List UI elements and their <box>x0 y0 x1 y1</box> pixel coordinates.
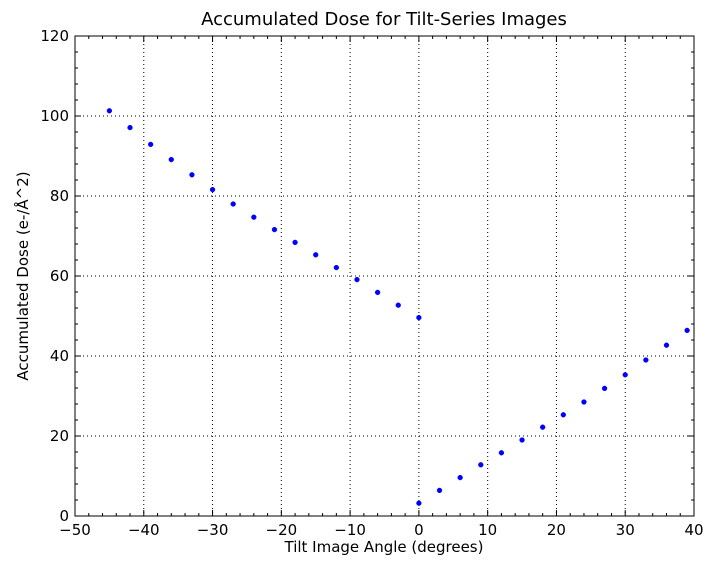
data-point <box>540 424 546 430</box>
x-tick-label: 0 <box>414 521 424 539</box>
x-tick-label: −10 <box>334 521 366 539</box>
data-point <box>395 302 401 308</box>
y-tick-label: 100 <box>40 107 69 125</box>
y-tick-label: 60 <box>50 267 69 285</box>
data-point <box>498 450 505 456</box>
axis-ticks <box>74 35 695 517</box>
data-point <box>560 412 566 418</box>
x-tick-label: −20 <box>266 521 298 539</box>
data-point <box>189 172 195 178</box>
data-point <box>333 264 340 271</box>
data-point <box>313 252 319 258</box>
data-point <box>127 124 133 131</box>
data-point <box>271 226 278 233</box>
y-axis-label: Accumulated Dose (e-/Å^2) <box>13 171 32 380</box>
data-point <box>663 342 670 348</box>
data-point <box>684 327 690 334</box>
data-point <box>106 108 113 114</box>
x-tick-label: 10 <box>478 521 497 539</box>
y-tick-labels: 0 20 40 60 80 100 120 <box>40 27 69 525</box>
data-point <box>251 214 257 220</box>
data-point <box>581 399 587 405</box>
data-point <box>209 186 216 193</box>
x-tick-label: −50 <box>59 521 91 539</box>
y-tick-label: 120 <box>40 27 69 45</box>
data-point <box>354 276 360 283</box>
data-point <box>292 239 298 246</box>
x-axis-label: Tilt Image Angle (degrees) <box>284 538 484 556</box>
x-tick-label: 40 <box>684 521 703 539</box>
data-point <box>457 474 463 481</box>
y-tick-label: 80 <box>50 187 69 205</box>
x-tick-label: 20 <box>547 521 566 539</box>
y-tick-label: 0 <box>59 507 69 525</box>
grid <box>75 36 694 516</box>
y-tick-label: 20 <box>50 427 69 445</box>
data-point <box>416 500 422 506</box>
data-point <box>230 201 236 207</box>
data-point <box>643 357 649 363</box>
data-point <box>416 314 422 321</box>
y-tick-label: 40 <box>50 347 69 365</box>
data-point <box>622 372 628 378</box>
data-point <box>374 289 381 296</box>
x-tick-label: −40 <box>128 521 160 539</box>
x-tick-label: 30 <box>616 521 635 539</box>
data-point <box>148 141 154 148</box>
data-point <box>519 437 525 443</box>
data-point <box>436 487 443 494</box>
data-points <box>106 108 690 506</box>
x-tick-label: −30 <box>197 521 229 539</box>
data-point <box>478 462 484 468</box>
chart-title: Accumulated Dose for Tilt-Series Images <box>201 9 567 30</box>
x-tick-labels: −50 −40 −30 −20 −10 0 10 20 30 40 <box>59 521 703 539</box>
data-point <box>601 385 608 392</box>
data-point <box>168 156 174 163</box>
